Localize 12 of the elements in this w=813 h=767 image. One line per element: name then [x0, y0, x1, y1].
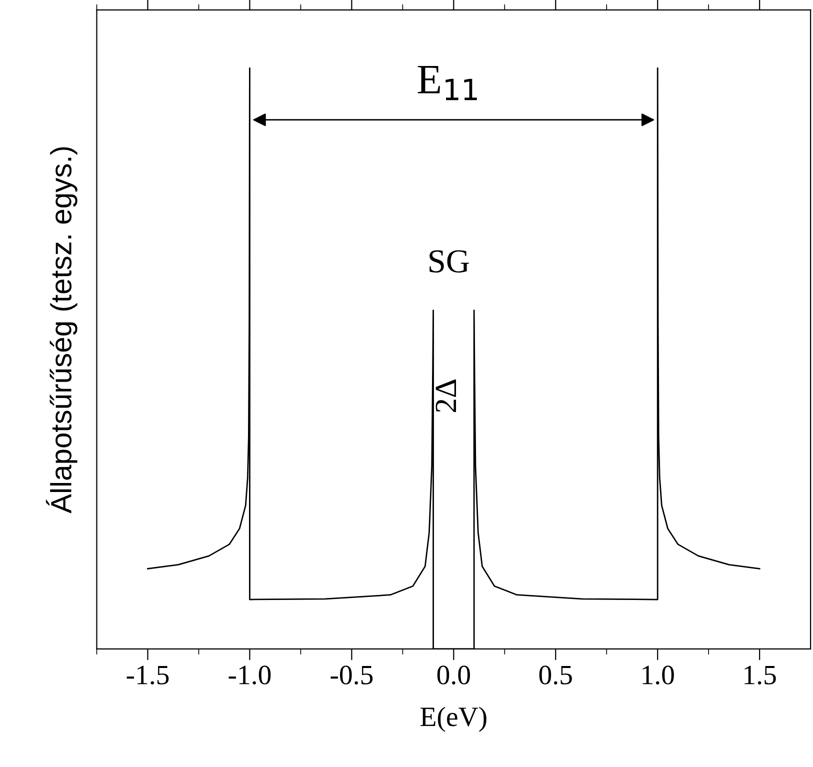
- x-tick-label: 0.0: [437, 666, 470, 685]
- x-axis-title: E(eV): [420, 706, 486, 732]
- annotation: E$_{11}$: [418, 66, 477, 100]
- x-tick-label: -1.0: [228, 666, 271, 685]
- annotation: 2Δ: [436, 380, 456, 412]
- x-tick-label: 0.5: [539, 666, 572, 685]
- y-axis-title: Állapotsűrűség (tetsz. egys.): [46, 147, 78, 514]
- x-tick-label: 1.5: [744, 666, 776, 685]
- x-tick-label: -0.5: [330, 666, 373, 685]
- annotation: SG: [430, 250, 469, 273]
- x-tick-label: 1.0: [642, 666, 674, 685]
- x-tick-label: -1.5: [126, 666, 169, 685]
